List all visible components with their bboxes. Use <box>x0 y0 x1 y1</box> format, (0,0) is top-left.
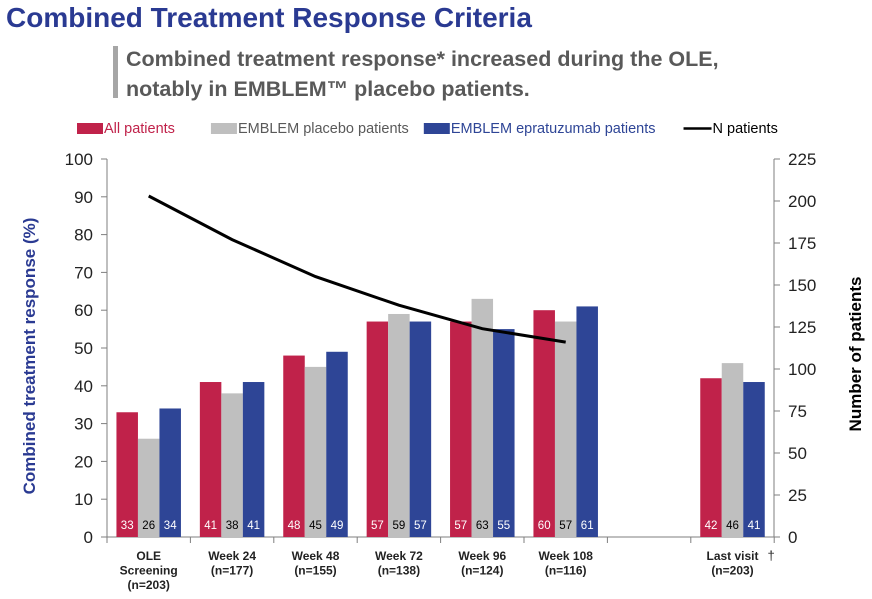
bar-value-label-1-5: 57 <box>559 520 572 532</box>
y-tick-label: 0 <box>84 528 93 547</box>
y-tick-label: 20 <box>74 452 93 471</box>
x-tick-label-dagger: † <box>768 548 775 563</box>
bar-2-3 <box>409 321 432 537</box>
bar-value-label-2-3: 57 <box>414 520 427 532</box>
x-tick-label-5-1: (n=116) <box>545 564 587 578</box>
bar-value-label-2-1: 41 <box>247 520 260 532</box>
y2-tick-label: 200 <box>788 192 816 211</box>
bar-value-label-2-5: 61 <box>581 520 594 532</box>
bar-1-3 <box>388 313 410 537</box>
x-tick-label-2-1: (n=155) <box>294 564 336 578</box>
subtitle: Combined treatment response* increased d… <box>126 44 826 104</box>
bar-value-label-0-1: 41 <box>204 520 217 532</box>
bar-1-7 <box>721 363 744 537</box>
bar-value-label-1-0: 26 <box>142 520 155 532</box>
legend-label-0: All patients <box>104 121 175 137</box>
bar-value-label-0-4: 57 <box>454 520 467 532</box>
subtitle-line-1: Combined treatment response* increased d… <box>126 47 719 71</box>
y-tick-label: 10 <box>74 490 93 509</box>
y-tick-label: 80 <box>74 226 93 245</box>
y2-tick-label: 175 <box>788 234 816 253</box>
bar-value-label-0-7: 42 <box>705 520 718 532</box>
bar-value-label-1-4: 63 <box>476 520 489 532</box>
bar-value-label-1-3: 59 <box>393 520 406 532</box>
bar-0-3 <box>366 321 389 537</box>
x-tick-label-5-0: Week 108 <box>538 549 593 563</box>
legend-swatch-0 <box>77 123 103 134</box>
bar-value-label-2-7: 41 <box>748 520 761 532</box>
bar-0-1 <box>199 382 222 537</box>
legend-label-1: EMBLEM placebo patients <box>238 121 409 137</box>
y-tick-label: 50 <box>74 339 93 358</box>
bar-1-4 <box>471 298 494 537</box>
bar-value-label-0-0: 33 <box>121 520 134 532</box>
bar-value-label-1-1: 38 <box>226 520 239 532</box>
bar-2-2 <box>326 351 348 537</box>
x-tick-label-4-1: (n=124) <box>461 564 503 578</box>
bar-value-label-1-2: 45 <box>309 520 322 532</box>
y2-tick-label: 0 <box>788 528 797 547</box>
bar-2-5 <box>576 306 598 537</box>
x-tick-label-0-2: (n=203) <box>128 578 170 592</box>
legend-label-3: N patients <box>713 121 778 137</box>
bar-1-0 <box>137 438 160 537</box>
bar-value-label-0-5: 60 <box>538 520 551 532</box>
y-axis-title: Combined treatment response (%) <box>20 218 39 495</box>
bar-0-2 <box>283 355 305 537</box>
x-tick-label-1-1: (n=177) <box>211 564 253 578</box>
bar-value-label-2-2: 49 <box>331 520 344 532</box>
x-tick-label-1-0: Week 24 <box>208 549 256 563</box>
legend-label-2: EMBLEM epratuzumab patients <box>451 121 656 137</box>
bar-0-5 <box>533 310 555 537</box>
y2-axis-title: Number of patients <box>846 277 865 432</box>
page-title: Combined Treatment Response Criteria <box>6 2 532 33</box>
bar-value-label-2-4: 55 <box>497 520 510 532</box>
bar-value-label-1-7: 46 <box>726 520 739 532</box>
bar-1-5 <box>554 321 577 537</box>
x-tick-label-0-0: OLE <box>136 549 161 563</box>
y-tick-label: 40 <box>74 377 93 396</box>
y-tick-label: 30 <box>74 415 93 434</box>
x-tick-label-7-0: Last visit <box>706 549 758 563</box>
x-tick-label-3-0: Week 72 <box>375 549 423 563</box>
x-tick-label-4-0: Week 96 <box>458 549 506 563</box>
bar-2-7 <box>743 382 765 537</box>
x-tick-label-2-0: Week 48 <box>292 549 340 563</box>
bar-1-1 <box>221 393 243 537</box>
x-tick-label-7-1: (n=203) <box>711 564 753 578</box>
bar-value-label-2-0: 34 <box>164 520 177 532</box>
bar-0-7 <box>700 378 722 537</box>
bar-0-0 <box>116 412 138 537</box>
y2-tick-label: 25 <box>788 486 807 505</box>
legend-swatch-2 <box>423 123 450 134</box>
bar-2-4 <box>493 329 515 537</box>
legend-swatch-1 <box>210 123 237 134</box>
bar-2-1 <box>242 382 265 537</box>
bar-2-0 <box>159 408 181 537</box>
y-tick-label: 90 <box>74 188 93 207</box>
bar-0-4 <box>450 321 472 537</box>
y2-tick-label: 50 <box>788 444 807 463</box>
subtitle-line-2: notably in EMBLEM™ placebo patients. <box>126 77 530 101</box>
n-patients-line <box>148 194 566 344</box>
y-tick-label: 70 <box>74 263 93 282</box>
y2-tick-label: 225 <box>788 150 816 169</box>
bar-value-label-0-2: 48 <box>288 520 301 532</box>
y-tick-label: 100 <box>65 150 93 169</box>
subtitle-accent-bar <box>113 46 118 98</box>
y2-tick-label: 75 <box>788 402 807 421</box>
y2-tick-label: 100 <box>788 360 816 379</box>
x-tick-label-3-1: (n=138) <box>378 564 420 578</box>
y-tick-label: 60 <box>74 301 93 320</box>
bar-1-2 <box>304 366 327 537</box>
x-tick-label-0-1: Screening <box>120 564 178 578</box>
y2-tick-label: 150 <box>788 276 816 295</box>
bar-value-label-0-3: 57 <box>371 520 384 532</box>
y2-tick-label: 125 <box>788 318 816 337</box>
